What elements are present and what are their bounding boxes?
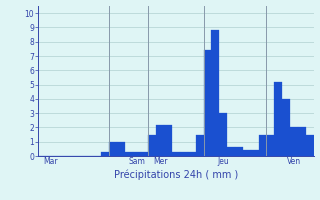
Bar <box>172 152 180 156</box>
Bar <box>101 152 109 156</box>
Bar <box>140 152 148 156</box>
Bar <box>298 127 306 156</box>
Bar <box>196 135 204 156</box>
Bar <box>156 125 164 156</box>
Bar <box>188 152 196 156</box>
Bar <box>204 50 212 156</box>
Bar <box>212 30 219 156</box>
X-axis label: Précipitations 24h ( mm ): Précipitations 24h ( mm ) <box>114 169 238 180</box>
Bar <box>227 147 235 156</box>
Bar <box>235 147 243 156</box>
Bar <box>274 82 282 156</box>
Bar <box>180 152 188 156</box>
Bar <box>219 113 227 156</box>
Bar <box>164 125 172 156</box>
Bar <box>133 152 140 156</box>
Bar <box>125 152 133 156</box>
Bar <box>282 99 290 156</box>
Bar <box>109 142 117 156</box>
Bar <box>251 150 259 156</box>
Bar <box>117 142 125 156</box>
Bar <box>259 135 267 156</box>
Bar <box>148 135 156 156</box>
Bar <box>267 135 274 156</box>
Bar <box>243 150 251 156</box>
Bar <box>306 135 314 156</box>
Bar <box>290 127 298 156</box>
